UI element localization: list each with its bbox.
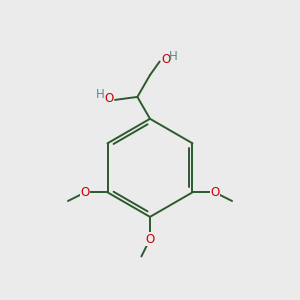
Text: H: H — [96, 88, 105, 101]
Text: O: O — [146, 233, 154, 246]
Text: O: O — [161, 53, 171, 66]
Text: H: H — [169, 50, 177, 63]
Text: O: O — [104, 92, 114, 105]
Text: O: O — [210, 186, 219, 199]
Text: O: O — [81, 186, 90, 199]
